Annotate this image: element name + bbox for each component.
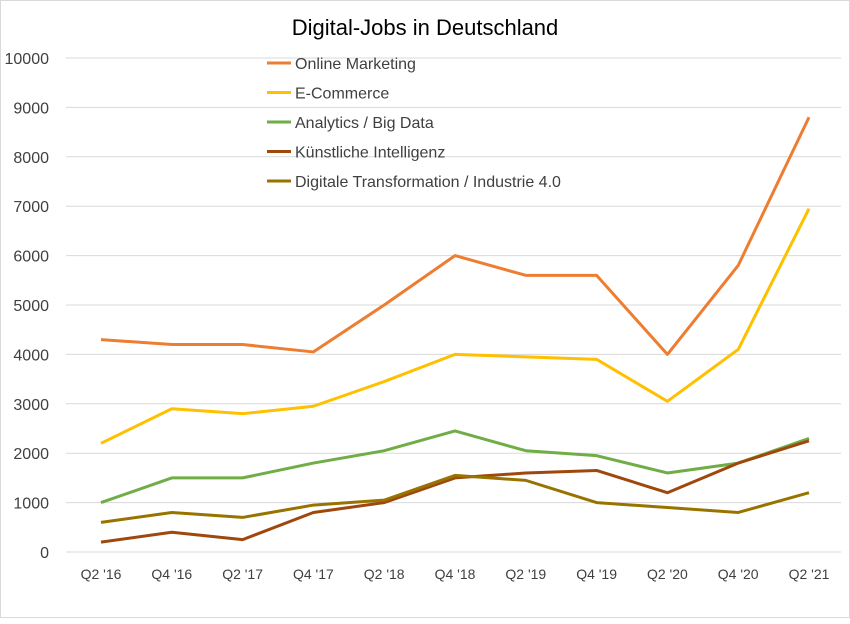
series-line-3 (100, 439, 810, 544)
y-tick-label: 1000 (13, 496, 49, 513)
x-tick-label: Q2 '18 (364, 566, 405, 582)
legend-label: E-Commerce (295, 86, 389, 103)
x-tick-label: Q2 '16 (81, 566, 122, 582)
y-tick-label: 3000 (13, 397, 49, 414)
series-line-1 (100, 207, 811, 445)
x-tick-label: Q4 '17 (293, 566, 334, 582)
y-tick-label: 8000 (13, 150, 49, 167)
legend-label: Analytics / Big Data (295, 115, 434, 132)
y-tick-label: 5000 (13, 298, 49, 315)
series-line-2 (100, 429, 810, 505)
series-line-0 (100, 116, 811, 356)
legend-label: Online Marketing (295, 56, 416, 73)
y-tick-label: 9000 (13, 100, 49, 117)
y-tick-label: 4000 (13, 347, 49, 364)
x-tick-label: Q4 '19 (576, 566, 617, 582)
x-tick-label: Q2 '19 (505, 566, 546, 582)
x-tick-label: Q2 '21 (789, 566, 830, 582)
y-tick-label: 0 (40, 545, 49, 562)
x-tick-label: Q2 '17 (222, 566, 263, 582)
y-tick-label: 10000 (5, 51, 50, 68)
y-tick-label: 7000 (13, 199, 49, 216)
series-line-4 (100, 473, 810, 524)
legend-label: Künstliche Intelligenz (295, 145, 445, 162)
legend-label: Digitale Transformation / Industrie 4.0 (295, 174, 561, 191)
x-tick-label: Q4 '16 (151, 566, 192, 582)
y-tick-label: 6000 (13, 249, 49, 266)
x-tick-label: Q2 '20 (647, 566, 688, 582)
chart-title: Digital-Jobs in Deutschland (292, 15, 559, 40)
x-tick-label: Q4 '18 (435, 566, 476, 582)
x-tick-label: Q4 '20 (718, 566, 759, 582)
y-tick-label: 2000 (13, 446, 49, 463)
